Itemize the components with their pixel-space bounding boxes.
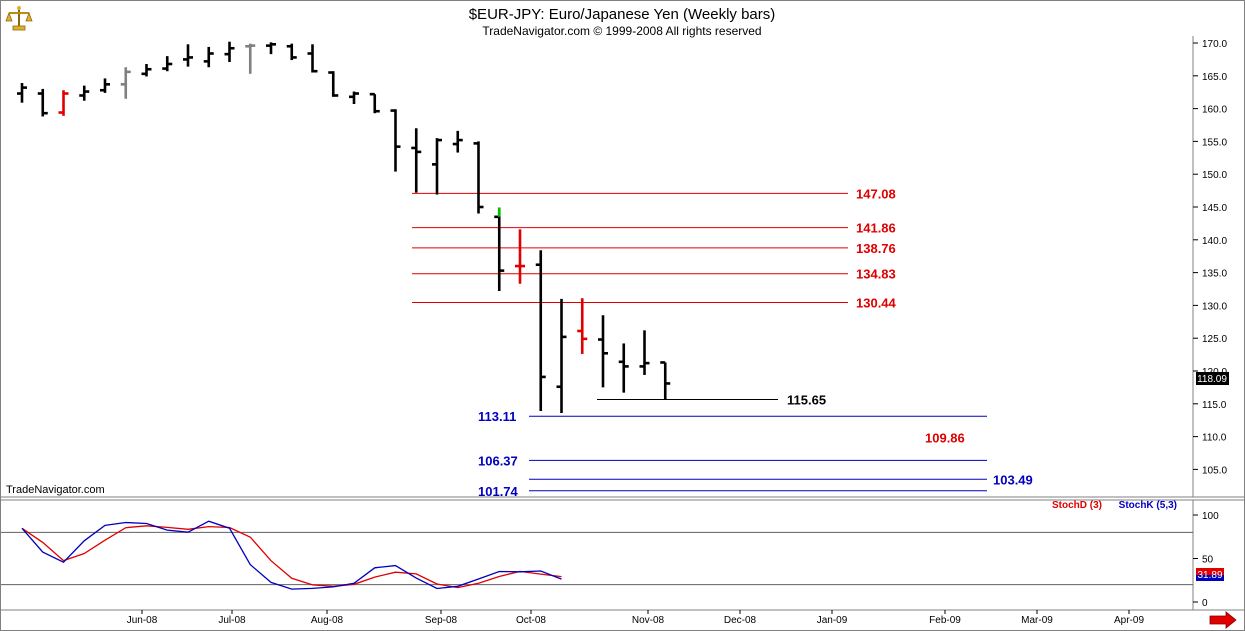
resistance-label: 134.83 [856, 267, 896, 282]
price-bar [618, 343, 629, 393]
time-tick-label: Jun-08 [127, 615, 158, 626]
support-label: 106.37 [478, 453, 518, 468]
price-bar [307, 44, 318, 73]
stochk-line [21, 520, 562, 590]
price-bar [369, 92, 380, 114]
time-tick-label: Apr-09 [1114, 615, 1144, 626]
svg-text:118.09: 118.09 [1197, 374, 1227, 385]
price-tick-label: 145.0 [1202, 203, 1227, 214]
price-bar [660, 361, 671, 400]
stochastic-panel: 100 50 0 [1, 511, 1219, 609]
price-bar [411, 128, 422, 193]
time-tick-label: Aug-08 [311, 615, 344, 626]
current-low-label: 115.65 [787, 393, 826, 408]
price-bar [556, 298, 567, 413]
price-tick-label: 130.0 [1202, 301, 1227, 312]
price-bar [183, 44, 193, 67]
price-bar [452, 130, 463, 153]
time-tick-label: Oct-08 [516, 615, 546, 626]
price-bar [494, 207, 505, 291]
price-bar [598, 315, 608, 388]
price-tick-label: 135.0 [1202, 269, 1227, 280]
price-bar [245, 43, 256, 74]
price-tick-label: 155.0 [1202, 137, 1227, 148]
tradenavigator-logo-icon [5, 5, 33, 31]
price-bar [577, 298, 588, 354]
chart-title: $EUR-JPY: Euro/Japanese Yen (Weekly bars… [469, 6, 776, 23]
copyright-text: TradeNavigator.com © 1999-2008 All right… [482, 24, 761, 38]
price-bar [120, 67, 131, 99]
time-tick-label: Sep-08 [425, 615, 458, 626]
time-tick-label: Feb-09 [929, 615, 961, 626]
resistance-label: 141.86 [856, 221, 896, 236]
price-bar [224, 41, 235, 63]
time-tick-label: Jul-08 [218, 615, 246, 626]
fibonacci-levels: 147.08 141.86 138.76 134.83 130.44 115.65 113.… [412, 186, 1033, 499]
last-price-badge: 118.09 [1196, 372, 1229, 385]
price-y-axis: 105.0110.0115.0120.0125.0130.0135.0140.0… [1193, 39, 1227, 476]
price-bar [639, 330, 650, 375]
price-tick-label: 160.0 [1202, 105, 1227, 116]
price-bar [100, 78, 110, 93]
brand-text: TradeNavigator.com [6, 484, 105, 496]
price-bar [266, 42, 276, 55]
price-bar [473, 141, 484, 214]
stochd-line [21, 525, 562, 589]
resistance-label: 147.08 [856, 186, 896, 201]
support-label: 101.74 [478, 484, 519, 499]
support-label: 103.49 [993, 472, 1033, 487]
price-tick-label: 170.0 [1202, 39, 1227, 50]
price-bar [515, 229, 525, 284]
price-tick-label: 105.0 [1202, 465, 1227, 476]
legend-stochk: StochK (5,3) [1119, 500, 1177, 511]
time-tick-label: Mar-09 [1021, 615, 1053, 626]
price-bar [390, 109, 401, 172]
price-tick-label: 115.0 [1202, 400, 1227, 411]
price-bar [328, 71, 339, 97]
stoch-tick-label: 50 [1202, 555, 1214, 566]
price-bar [79, 85, 90, 101]
price-tick-label: 125.0 [1202, 334, 1227, 345]
legend-stochd: StochD (3) [1052, 500, 1102, 511]
price-bar [432, 138, 442, 195]
time-tick-label: Dec-08 [724, 615, 757, 626]
price-bar [349, 91, 359, 105]
time-axis: Jun-08 Jul-08 Aug-08 Sep-08 Oct-08 Nov-08 Dec-… [127, 610, 1144, 626]
price-tick-label: 165.0 [1202, 72, 1227, 83]
price-bar [203, 46, 214, 68]
resistance-label: 130.44 [856, 296, 897, 311]
next-arrow-icon[interactable] [1209, 611, 1237, 629]
support-label: 113.11 [478, 409, 516, 424]
stoch-tick-label: 0 [1202, 598, 1208, 609]
price-bar [58, 90, 69, 116]
stoch-value-badge: 31.89 [1196, 568, 1224, 581]
price-bar [37, 88, 48, 117]
price-bars [17, 41, 671, 413]
price-tick-label: 110.0 [1202, 433, 1227, 444]
price-tick-label: 140.0 [1202, 236, 1227, 247]
price-bar [162, 56, 173, 72]
price-bar [286, 43, 297, 61]
stoch-tick-label: 100 [1202, 511, 1219, 522]
price-bar [17, 83, 27, 103]
time-tick-label: Nov-08 [632, 615, 665, 626]
price-bar [535, 250, 546, 412]
svg-text:31.89: 31.89 [1197, 570, 1222, 581]
price-bar [141, 63, 152, 77]
time-tick-label: Jan-09 [817, 615, 848, 626]
resistance-label: 138.76 [856, 241, 896, 256]
target-label: 109.86 [925, 431, 965, 446]
price-tick-label: 150.0 [1202, 170, 1227, 181]
